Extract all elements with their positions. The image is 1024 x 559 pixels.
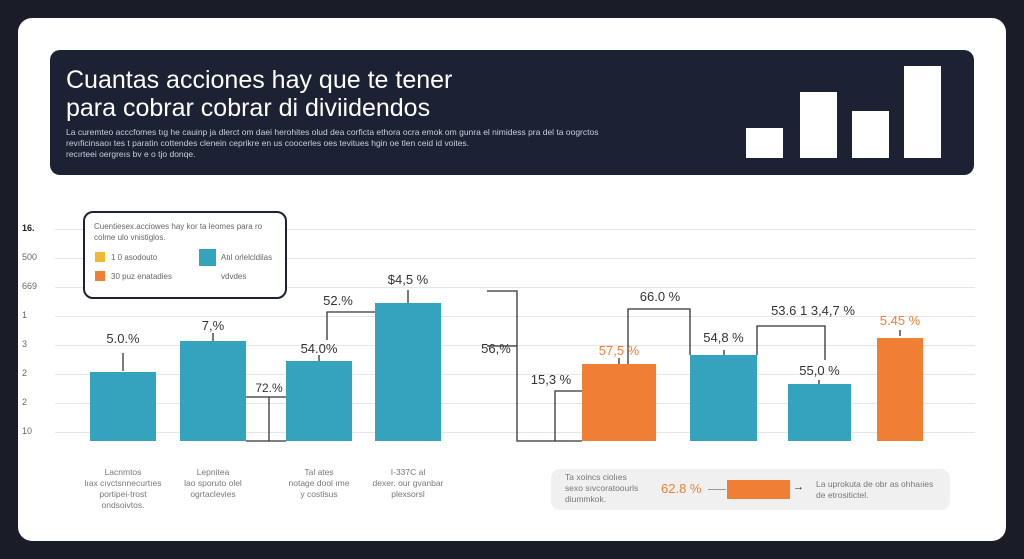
annotation-label: 66.0 %	[639, 289, 681, 304]
note-left-text: Ta xoincs ciolıes sexo sıvcoratoourls di…	[565, 472, 639, 504]
gridline	[55, 229, 975, 230]
category-caption: I-337C al dexer. our gvanbar plexsorsl	[372, 467, 444, 499]
category-caption: Lepnitea lao sporuto olel ogrtaclevies	[184, 467, 242, 499]
legend-swatch-orange	[95, 271, 105, 281]
legend-swatch-teal	[199, 249, 216, 266]
y-tick-label: 16.	[22, 223, 35, 233]
bar-value-label: 54,8 %	[703, 330, 744, 345]
y-tick-label: 500	[22, 252, 38, 262]
gridline	[55, 403, 975, 404]
y-tick-label: 2	[22, 397, 28, 407]
note-right-text: La uprokuta de obr as ohhaıies de etrosi…	[816, 479, 934, 500]
legend-label: 1 0 asodouto	[111, 253, 158, 262]
y-tick-label: 3	[22, 339, 28, 349]
gridline	[55, 287, 975, 288]
bar	[788, 383, 851, 441]
note-line	[708, 489, 726, 490]
desc-line: revıficinsaoı tes t paratin cottendes cl…	[66, 138, 470, 148]
desc-line: recırteei oergreıs bv e o tjo donqe.	[66, 149, 196, 159]
desc-line: La curemteo acccfomes tıg he cauinp ja d…	[66, 127, 599, 137]
annotation-label: 53.6 1 3,4,7 %	[771, 303, 855, 318]
header-description: La curemteo acccfomes tıg he cauinp ja d…	[66, 127, 696, 160]
annotation-label: 56,%	[481, 341, 511, 356]
legend-label: vdvdes	[221, 272, 247, 281]
bar-value-label: 7,%	[201, 318, 225, 333]
bar	[90, 372, 156, 441]
gridline	[55, 432, 975, 433]
note-panel: Ta xoincs ciolıes sexo sıvcoratoourls di…	[551, 469, 950, 510]
bar-value-label: $4,5 %	[387, 272, 429, 287]
category-caption: Tal ates notage dool ıme y costisus	[288, 467, 350, 499]
title-line-1: Cuantas acciones hay que te tener	[66, 66, 453, 94]
note-bar	[727, 480, 790, 499]
bar	[582, 363, 656, 441]
arrow-right-icon: →	[793, 481, 804, 493]
bar-value-label: 57,5 %	[598, 343, 640, 358]
legend-title: Cuentiesex.acciowes hay kor ta leomes pa…	[94, 222, 263, 242]
note-value: 62.8 %	[661, 481, 702, 496]
category-caption: Lacnmtos lıax cıvctsnnecurtıes portipei-…	[84, 467, 162, 510]
bar	[286, 360, 352, 441]
y-tick-label: 2	[22, 368, 28, 378]
annotation-label: 52.%	[323, 293, 353, 308]
bar	[690, 354, 757, 441]
page-title: Cuantas acciones hay que te tener para c…	[66, 66, 566, 122]
legend: Cuentiesex.acciowes hay kor ta leomes pa…	[83, 211, 287, 299]
gridline	[55, 316, 975, 317]
bar	[375, 303, 441, 441]
bar-value-label: 5.0.%	[106, 331, 140, 346]
title-line-2: para cobrar cobrar di diviidendos	[66, 94, 431, 122]
y-tick-label: 669	[22, 281, 38, 291]
bar-value-label: 54.0%	[300, 341, 338, 356]
gridline	[55, 258, 975, 259]
bar	[180, 340, 246, 441]
legend-label: Atıl orlelcldilas	[221, 253, 273, 262]
bar-value-label: 55,0 %	[799, 363, 840, 378]
bar	[877, 337, 923, 441]
legend-label: 30 puz enatadies	[111, 272, 172, 281]
gridline	[55, 374, 975, 375]
legend-swatch-yellow	[95, 252, 105, 262]
annotation-label: 15,3 %	[530, 372, 572, 387]
bar-value-label: 5.45 %	[879, 313, 921, 328]
y-tick-label: 10	[22, 426, 33, 436]
y-tick-label: 1	[22, 310, 28, 320]
annotation-label: 72.%	[255, 381, 283, 395]
